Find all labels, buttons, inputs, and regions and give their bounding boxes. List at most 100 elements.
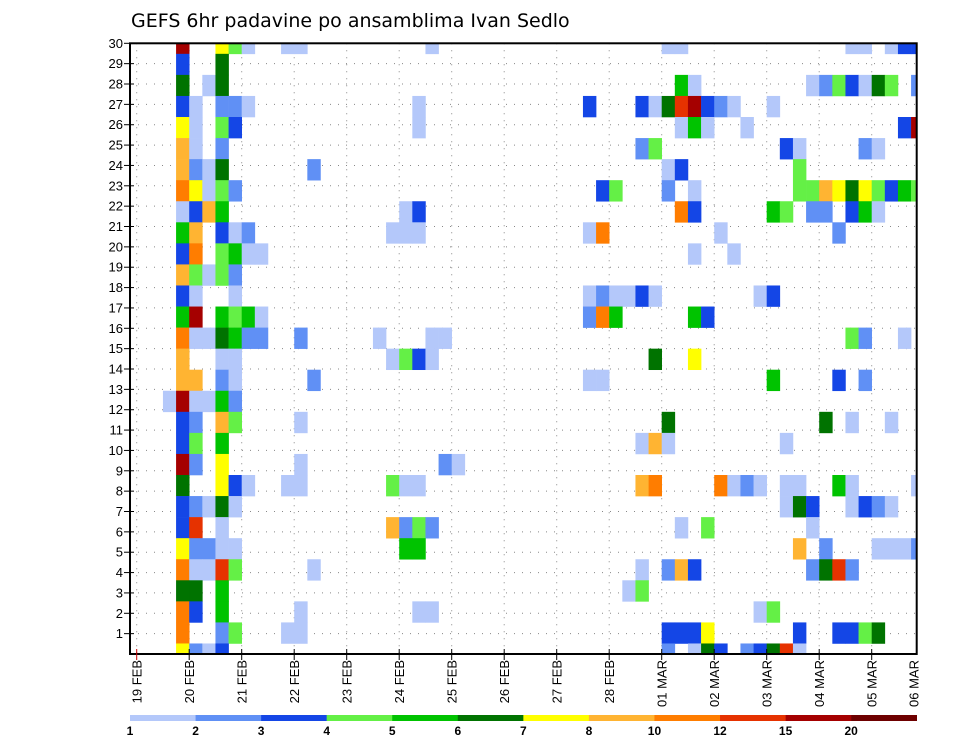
heatmap-cell <box>596 222 610 244</box>
y-tick-label: 23 <box>109 178 123 193</box>
heatmap-cell <box>176 453 190 476</box>
heatmap-cell <box>294 453 308 476</box>
x-tick-label: 02 MAR <box>707 660 722 707</box>
heatmap-cell <box>832 180 846 202</box>
y-tick-label: 18 <box>109 280 123 295</box>
heatmap-cell <box>189 138 203 160</box>
y-tick-label: 10 <box>109 443 123 458</box>
heatmap-cell <box>425 43 439 55</box>
heatmap-cell <box>176 580 190 602</box>
heatmap-cell <box>806 180 820 202</box>
heatmap-cell <box>661 159 676 181</box>
legend-swatch <box>720 715 786 721</box>
heatmap-cell <box>714 222 728 244</box>
heatmap-cell <box>858 369 872 392</box>
heatmap-cell <box>674 43 689 55</box>
heatmap-cell <box>897 43 912 55</box>
heatmap-cell <box>635 138 649 160</box>
heatmap-cell <box>661 180 676 202</box>
heatmap-cell <box>202 264 216 286</box>
heatmap-cell <box>241 222 256 244</box>
heatmap-cell <box>635 475 649 497</box>
heatmap-cell <box>911 475 917 497</box>
heatmap-cell <box>215 580 229 602</box>
heatmap-cell <box>674 201 689 223</box>
heatmap-cell <box>871 538 886 560</box>
heatmap-cell <box>714 475 728 497</box>
heatmap-cell <box>596 285 610 307</box>
heatmap-cell <box>871 180 886 202</box>
heatmap-cell <box>845 475 859 497</box>
heatmap-cell <box>425 601 439 623</box>
heatmap-cell <box>792 622 807 644</box>
heatmap-cell <box>858 74 872 97</box>
heatmap-cell <box>176 538 190 560</box>
heatmap-cell <box>307 559 321 581</box>
heatmap-cell <box>701 622 715 644</box>
y-tick-label: 22 <box>109 199 123 214</box>
heatmap-cell <box>687 201 702 223</box>
heatmap-cell <box>176 517 190 539</box>
x-axis: 19 FEB 20 FEB 21 FEB 22 FEB 23 FEB 24 FEB 25 F… <box>130 649 922 707</box>
heatmap-cell <box>241 475 256 497</box>
heatmap-cell <box>884 180 899 202</box>
heatmap-cell <box>674 517 689 539</box>
heatmap-cell <box>215 411 229 434</box>
heatmap-cell <box>884 411 899 434</box>
heatmap-cell <box>241 243 256 265</box>
heatmap-cell <box>582 285 597 307</box>
heatmap-cell <box>845 559 859 581</box>
heatmap-cell <box>701 643 715 655</box>
heatmap-cell <box>858 327 872 349</box>
heatmap-cell <box>701 95 715 118</box>
y-tick-label: 16 <box>109 321 123 336</box>
heatmap-cell <box>845 496 859 518</box>
heatmap-cell <box>176 559 190 581</box>
heatmap-cell <box>189 538 203 560</box>
heatmap-cell <box>674 74 689 97</box>
heatmap-cell <box>241 306 256 328</box>
heatmap-cell <box>228 243 242 265</box>
heatmap-cell <box>215 74 229 97</box>
heatmap-cell <box>871 622 886 644</box>
y-tick-label: 19 <box>109 260 123 275</box>
heatmap-cell <box>884 74 899 97</box>
heatmap-cell <box>635 285 649 307</box>
heatmap-cell <box>871 74 886 97</box>
heatmap-cells <box>162 43 917 655</box>
heatmap-cell <box>792 159 807 181</box>
heatmap-cell <box>740 475 754 497</box>
heatmap-cell <box>911 180 917 202</box>
y-axis: 1234567891011121314151617181920212223242… <box>109 36 134 641</box>
heatmap-cell <box>753 601 767 623</box>
heatmap-cell <box>294 475 308 497</box>
heatmap-cell <box>884 496 899 518</box>
heatmap-cell <box>215 390 229 413</box>
heatmap-cell <box>727 95 741 118</box>
heatmap-cell <box>687 95 702 118</box>
heatmap-cell <box>228 43 242 55</box>
heatmap-cell <box>753 285 767 307</box>
y-tick-label: 9 <box>116 463 123 478</box>
y-tick-label: 11 <box>110 423 124 438</box>
heatmap-cell <box>609 285 623 307</box>
heatmap-cell <box>779 496 794 518</box>
heatmap-cell <box>189 327 203 349</box>
heatmap-cell <box>687 622 702 644</box>
heatmap-cell <box>176 432 190 455</box>
heatmap-cell <box>425 348 439 371</box>
heatmap-cell <box>241 43 256 55</box>
heatmap-cell <box>294 327 308 349</box>
legend-label: 12 <box>713 724 727 738</box>
y-tick-label: 8 <box>116 484 123 499</box>
heatmap-cell <box>228 306 242 328</box>
heatmap-cell <box>254 306 269 328</box>
legend-swatch <box>654 715 721 721</box>
x-tick-label: 19 FEB <box>130 660 145 703</box>
heatmap-cell <box>228 496 242 518</box>
heatmap-cell <box>176 180 190 202</box>
heatmap-cell <box>228 327 242 349</box>
heatmap-cell <box>294 622 308 644</box>
heatmap-cell <box>386 348 400 371</box>
heatmap-cell <box>425 517 439 539</box>
